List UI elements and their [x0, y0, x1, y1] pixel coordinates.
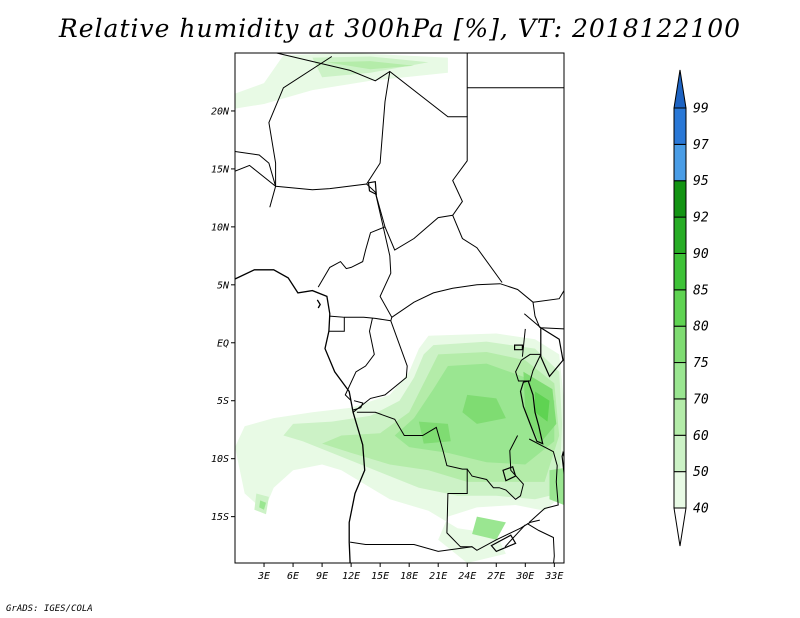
humidity-area-2 — [326, 61, 414, 70]
country-border-7 — [384, 214, 453, 251]
colorbar-band-90 — [673, 252, 687, 291]
country-border-17 — [344, 318, 375, 402]
country-border-24 — [526, 523, 555, 563]
lat-tick-label-4: EQ — [217, 338, 229, 349]
colorbar-label-85: 85 — [693, 283, 709, 298]
lat-tick-label-6: 10S — [211, 454, 229, 465]
country-border-20 — [356, 411, 540, 551]
humidity-area-9 — [535, 391, 550, 422]
colorbar-label-75: 75 — [693, 356, 709, 371]
colorbar-label-97: 97 — [693, 138, 709, 153]
colorbar-label-92: 92 — [693, 211, 709, 226]
humidity-area-11 — [418, 421, 451, 444]
lake-outline-5 — [490, 534, 517, 553]
country-border-19 — [352, 400, 364, 411]
lake-outline-3 — [540, 326, 564, 378]
lon-tick-label-8: 27E — [487, 571, 505, 582]
colorbar-label-80: 80 — [693, 320, 709, 335]
colorbar-label-70: 70 — [693, 392, 709, 407]
country-border-3 — [268, 56, 333, 208]
country-border-13 — [523, 313, 564, 330]
country-border-8 — [374, 191, 393, 321]
colorbar-band-97 — [673, 143, 687, 182]
grads-credit: GrADS: IGES/COLA — [6, 604, 93, 614]
country-border-9 — [391, 283, 541, 328]
lat-tick-label-2: 10N — [211, 222, 230, 233]
lat-tick-label-5: 5S — [217, 396, 229, 407]
colorbar-band-60 — [673, 434, 687, 473]
lat-tick-label-1: 15N — [211, 164, 230, 175]
country-border-18 — [352, 320, 408, 413]
map-lines-layer — [235, 53, 579, 563]
colorbar-label-99: 99 — [693, 102, 709, 117]
lon-tick-label-10: 33E — [544, 571, 563, 582]
lake-outline-2 — [513, 344, 524, 351]
lake-outline-1 — [561, 450, 564, 486]
colorbar-label-60: 60 — [693, 429, 709, 444]
country-border-5 — [235, 71, 391, 191]
lat-tick-label-3: 5N — [217, 280, 230, 291]
colorbar-band-50 — [673, 471, 687, 509]
colorbar-band-85 — [673, 289, 687, 327]
colorbar-band-80 — [673, 325, 687, 364]
country-border-0 — [276, 53, 503, 283]
humidity-area-13 — [472, 516, 506, 540]
lon-tick-label-6: 21E — [429, 571, 447, 582]
coastline-1 — [316, 299, 321, 309]
humidity-fill-layer — [235, 53, 564, 563]
lake-outline-6 — [367, 181, 377, 196]
lat-tick-label-7: 15S — [211, 512, 229, 523]
axis-ticks-layer: 3E 6E 9E 12E 15E 18E 21E 24E 27E 30E 33E 20N 15N 10N 5… — [211, 106, 563, 582]
colorbar-label-40: 40 — [693, 502, 709, 517]
country-border-25 — [504, 524, 526, 548]
lon-tick-label-9: 30E — [515, 571, 534, 582]
country-border-12 — [521, 328, 526, 357]
country-border-6 — [317, 183, 386, 288]
colorbar-top-arrow — [673, 69, 687, 109]
lon-tick-label-4: 15E — [371, 571, 389, 582]
colorbar-band-70 — [673, 398, 687, 436]
country-border-11 — [515, 353, 542, 382]
country-border-21 — [350, 541, 473, 552]
humidity-area-15 — [259, 500, 266, 510]
lon-tick-label-5: 18E — [400, 571, 418, 582]
colorbar: 40 50 60 70 75 80 85 90 92 95 97 99 — [673, 69, 709, 547]
humidity-area-10 — [462, 394, 506, 424]
lon-tick-label-2: 9E — [316, 571, 328, 582]
lon-tick-label-7: 24E — [458, 571, 476, 582]
country-border-10 — [532, 290, 564, 303]
colorbar-band-92 — [673, 216, 687, 254]
lon-tick-label-1: 6E — [287, 571, 299, 582]
humidity-area-3 — [235, 82, 294, 108]
colorbar-label-95: 95 — [693, 174, 709, 189]
colorbar-band-95 — [673, 180, 687, 218]
country-border-26 — [567, 494, 579, 511]
map-frame — [234, 52, 565, 564]
colorbar-band-99 — [673, 107, 687, 145]
lat-tick-label-0: 20N — [211, 106, 230, 117]
colorbar-bottom-arrow — [673, 507, 687, 547]
lake-outline-4 — [502, 466, 517, 482]
lon-tick-label-3: 12E — [342, 571, 360, 582]
colorbar-label-50: 50 — [693, 465, 709, 480]
country-border-23 — [528, 438, 559, 523]
colorbar-label-90: 90 — [693, 247, 709, 262]
country-border-15 — [328, 315, 345, 332]
country-border-16 — [344, 316, 391, 322]
colorbar-band-75 — [673, 362, 687, 400]
lon-tick-label-0: 3E — [257, 571, 270, 582]
country-border-4 — [235, 151, 277, 187]
coastline-0 — [235, 269, 366, 563]
country-border-14 — [563, 291, 564, 292]
map-title: Relative humidity at 300hPa [%], VT: 201… — [58, 14, 742, 43]
lake-outline-0 — [519, 380, 544, 445]
